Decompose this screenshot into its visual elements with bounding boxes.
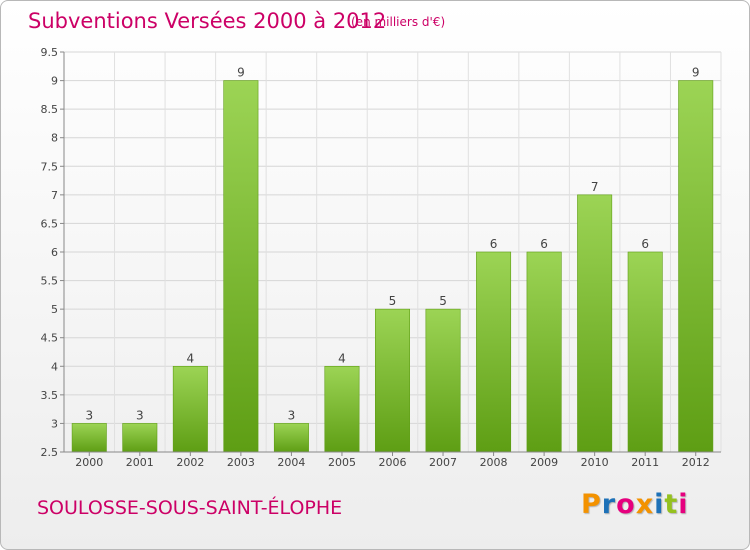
x-tick-label: 2001: [126, 456, 154, 469]
y-tick-label: 2.5: [41, 446, 59, 459]
y-tick-label: 5.5: [41, 275, 59, 288]
bar: [476, 251, 512, 453]
bar: [324, 365, 360, 453]
data-label: 6: [490, 237, 498, 251]
bar: [425, 308, 461, 453]
data-label: 4: [187, 351, 195, 365]
y-tick-label: 9: [51, 75, 58, 88]
data-label: 3: [288, 408, 296, 422]
logo-letter: t: [664, 489, 679, 520]
logo-letter: i: [678, 489, 689, 520]
data-label: 5: [439, 294, 447, 308]
logo-letter: o: [616, 489, 636, 520]
y-tick-label: 6: [51, 246, 58, 259]
y-tick-label: 9.5: [41, 46, 59, 59]
x-tick-label: 2008: [480, 456, 508, 469]
x-tick-label: 2002: [176, 456, 204, 469]
logo-letter: P: [581, 489, 602, 520]
proxiti-logo: Proxiti: [581, 489, 689, 520]
data-label: 9: [237, 66, 245, 80]
bar: [223, 80, 259, 453]
y-tick-label: 4: [51, 360, 58, 373]
data-label: 6: [641, 237, 649, 251]
y-tick-label: 8: [51, 132, 58, 145]
data-label: 6: [540, 237, 548, 251]
x-tick-label: 2005: [328, 456, 356, 469]
x-tick-label: 2000: [75, 456, 103, 469]
y-tick-label: 5: [51, 303, 58, 316]
labels: 2.5 3 3.5 4 4.5 5 5.5 6 6.5 7 7.5 8 8.5 9 9.5 3 2000 3 200…: [41, 46, 710, 469]
bar: [375, 308, 410, 453]
x-tick-label: 2009: [530, 456, 558, 469]
x-tick-label: 2007: [429, 456, 457, 469]
x-tick-label: 2006: [379, 456, 407, 469]
y-tick-label: 7.5: [41, 160, 59, 173]
y-tick-label: 8.5: [41, 103, 59, 116]
x-tick-label: 2003: [227, 456, 255, 469]
bars: [71, 80, 714, 453]
bar: [71, 423, 107, 453]
bar: [273, 423, 309, 453]
data-label: 3: [85, 408, 93, 422]
bar: [678, 80, 714, 453]
data-label: 7: [591, 180, 599, 194]
chart-title: Subventions Versées 2000 à 2012: [28, 9, 387, 33]
axes: [60, 51, 721, 456]
x-tick-label: 2011: [631, 456, 659, 469]
y-tick-label: 6.5: [41, 217, 59, 230]
place-name: SOULOSSE-SOUS-SAINT-ÉLOPHE: [37, 497, 343, 519]
bar: [526, 251, 562, 453]
logo-letter: i: [654, 489, 665, 520]
data-label: 3: [136, 408, 144, 422]
data-label: 5: [389, 294, 397, 308]
x-tick-label: 2010: [581, 456, 609, 469]
logo-letter: x: [635, 489, 655, 520]
y-tick-label: 4.5: [41, 332, 59, 345]
data-label: 9: [692, 66, 700, 80]
logo-letter: r: [601, 489, 617, 520]
bar: [122, 423, 158, 453]
x-tick-label: 2012: [682, 456, 710, 469]
chart-subtitle: (en milliers d'€): [351, 15, 446, 29]
y-tick-label: 3: [51, 417, 58, 430]
x-tick-label: 2004: [277, 456, 305, 469]
y-tick-label: 7: [51, 189, 58, 202]
y-tick-label: 3.5: [41, 389, 59, 402]
bar: [627, 251, 663, 453]
data-label: 4: [338, 351, 346, 365]
bar: [577, 194, 613, 453]
bar: [172, 365, 208, 453]
